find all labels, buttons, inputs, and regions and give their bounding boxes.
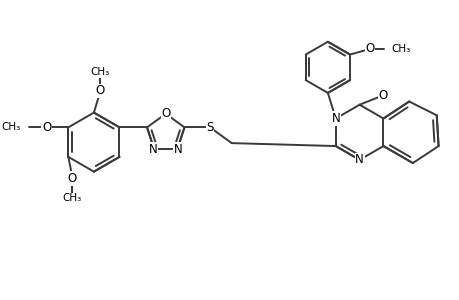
Text: O: O — [161, 107, 170, 120]
Text: N: N — [174, 143, 182, 156]
Text: S: S — [206, 121, 213, 134]
Text: CH₃: CH₃ — [391, 44, 410, 54]
Text: N: N — [149, 143, 157, 156]
Text: O: O — [95, 85, 104, 98]
Text: CH₃: CH₃ — [2, 122, 21, 132]
Text: CH₃: CH₃ — [62, 193, 82, 203]
Text: O: O — [378, 89, 387, 102]
Text: CH₃: CH₃ — [90, 67, 109, 77]
Text: N: N — [330, 112, 339, 125]
Text: O: O — [42, 121, 51, 134]
Text: O: O — [364, 42, 374, 55]
Text: N: N — [354, 153, 363, 166]
Text: O: O — [67, 172, 77, 185]
